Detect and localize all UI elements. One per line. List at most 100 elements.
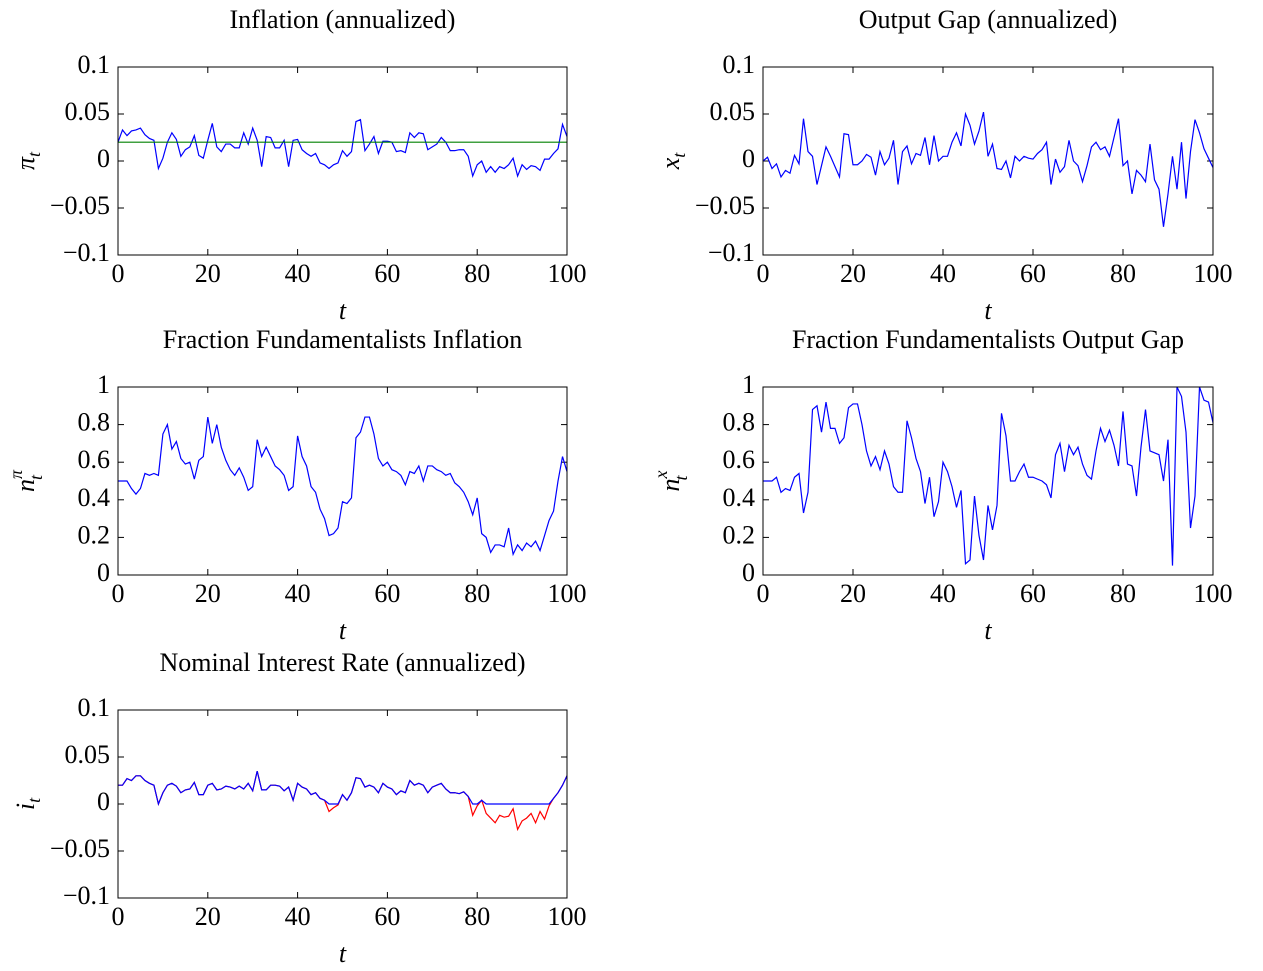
x-tick-label: 40 bbox=[930, 579, 956, 608]
y-tick-label: 0.6 bbox=[78, 445, 111, 474]
chart-title: Nominal Interest Rate (annualized) bbox=[159, 648, 525, 677]
y-label-subscript: t bbox=[24, 797, 44, 803]
x-tick-label: 100 bbox=[1194, 259, 1233, 288]
subplot: Output Gap (annualized) 0 20 40 60 80 100 −0.1 −… bbox=[656, 5, 1233, 325]
x-tick-label: 100 bbox=[1194, 579, 1233, 608]
x-tick-label: 100 bbox=[548, 259, 587, 288]
x-tick-label: 20 bbox=[195, 902, 221, 931]
y-label-subscript: t bbox=[24, 151, 44, 157]
subplot: Nominal Interest Rate (annualized) 0 20 40 6… bbox=[11, 648, 587, 968]
y-tick-label: −0.05 bbox=[695, 191, 755, 220]
y-axis-label: πt bbox=[11, 151, 44, 170]
data-line bbox=[118, 770, 568, 806]
y-tick-label: −0.1 bbox=[63, 238, 110, 267]
x-tick-label: 80 bbox=[464, 902, 490, 931]
y-label-superscript: π bbox=[6, 469, 26, 479]
y-tick-label: 1 bbox=[742, 370, 755, 399]
y-tick-label: 1 bbox=[97, 370, 110, 399]
y-axis-label: nπt bbox=[6, 469, 46, 492]
y-tick-label: 0.4 bbox=[723, 483, 756, 512]
y-tick-label: −0.1 bbox=[708, 238, 755, 267]
y-label-subscript: t bbox=[26, 474, 46, 480]
y-tick-label: 0.1 bbox=[78, 50, 111, 79]
chart-title: Output Gap (annualized) bbox=[859, 5, 1117, 34]
y-label-symbol: n bbox=[11, 479, 40, 492]
data-line bbox=[762, 111, 1214, 227]
y-tick-label: 0.05 bbox=[710, 97, 756, 126]
y-label-symbol: i bbox=[11, 803, 40, 810]
x-tick-label: 40 bbox=[285, 259, 311, 288]
x-tick-label: 0 bbox=[112, 579, 125, 608]
y-tick-label: 0.8 bbox=[78, 408, 111, 437]
x-tick-label: 80 bbox=[1110, 579, 1136, 608]
subplot: Fraction Fundamentalists Output Gap 0 20 40… bbox=[651, 325, 1232, 645]
y-label-subscript: t bbox=[671, 475, 691, 481]
x-tick-label: 0 bbox=[112, 902, 125, 931]
y-tick-label: 0.4 bbox=[78, 483, 111, 512]
y-tick-label: 0 bbox=[97, 787, 110, 816]
y-label-superscript: x bbox=[651, 471, 671, 480]
data-line bbox=[763, 386, 1214, 566]
x-tick-label: 80 bbox=[464, 259, 490, 288]
y-tick-label: 0.1 bbox=[723, 50, 756, 79]
y-tick-label: 0.05 bbox=[65, 740, 111, 769]
y-label-symbol: n bbox=[656, 479, 685, 492]
x-tick-label: 0 bbox=[757, 579, 770, 608]
axes-frame bbox=[117, 386, 568, 576]
axes-frame bbox=[117, 66, 568, 256]
x-tick-label: 20 bbox=[195, 579, 221, 608]
y-tick-label: 0.2 bbox=[78, 520, 111, 549]
chart-title: Fraction Fundamentalists Output Gap bbox=[792, 325, 1184, 354]
y-label-subscript: t bbox=[669, 152, 689, 158]
y-tick-label: 0 bbox=[97, 144, 110, 173]
chart-title: Inflation (annualized) bbox=[230, 5, 456, 34]
x-tick-label: 80 bbox=[1110, 259, 1136, 288]
y-tick-label: 0.05 bbox=[65, 97, 111, 126]
x-axis-label: t bbox=[339, 616, 347, 645]
x-tick-label: 20 bbox=[840, 259, 866, 288]
axes-frame bbox=[762, 66, 1214, 256]
axes-frame bbox=[117, 709, 568, 899]
y-tick-label: 0 bbox=[742, 558, 755, 587]
x-tick-label: 60 bbox=[1020, 579, 1046, 608]
y-axis-label: nxt bbox=[651, 471, 691, 492]
y-tick-label: −0.05 bbox=[50, 834, 110, 863]
subplot: Fraction Fundamentalists Inflation 0 20 40 6… bbox=[6, 325, 586, 645]
x-tick-label: 0 bbox=[757, 259, 770, 288]
x-tick-label: 60 bbox=[374, 579, 400, 608]
x-axis-label: t bbox=[984, 616, 992, 645]
y-axis-label: it bbox=[11, 797, 44, 810]
x-tick-label: 40 bbox=[930, 259, 956, 288]
chart-title: Fraction Fundamentalists Inflation bbox=[163, 325, 523, 354]
x-tick-label: 100 bbox=[548, 579, 587, 608]
y-tick-label: 0.8 bbox=[723, 408, 756, 437]
y-label-symbol: π bbox=[11, 156, 40, 170]
y-tick-label: 0 bbox=[97, 558, 110, 587]
y-tick-label: 0.2 bbox=[723, 520, 756, 549]
data-line bbox=[117, 118, 568, 179]
y-tick-label: 0.1 bbox=[78, 693, 111, 722]
x-tick-label: 20 bbox=[195, 259, 221, 288]
x-tick-label: 60 bbox=[374, 259, 400, 288]
x-axis-label: t bbox=[984, 296, 992, 325]
x-tick-label: 80 bbox=[464, 579, 490, 608]
x-tick-label: 100 bbox=[548, 902, 587, 931]
x-tick-label: 20 bbox=[840, 579, 866, 608]
x-tick-label: 40 bbox=[285, 902, 311, 931]
y-label-symbol: x bbox=[656, 157, 685, 170]
y-tick-label: 0.6 bbox=[723, 445, 756, 474]
x-tick-label: 60 bbox=[1020, 259, 1046, 288]
y-tick-label: 0 bbox=[742, 144, 755, 173]
subplot: Inflation (annualized) 0 20 40 60 80 100 −0.1 −0… bbox=[11, 5, 587, 325]
x-tick-label: 40 bbox=[285, 579, 311, 608]
x-axis-label: t bbox=[339, 939, 347, 968]
x-tick-label: 60 bbox=[374, 902, 400, 931]
x-axis-label: t bbox=[339, 296, 347, 325]
axes-frame bbox=[762, 386, 1214, 576]
y-axis-label: xt bbox=[656, 152, 689, 171]
y-tick-label: −0.1 bbox=[63, 881, 110, 910]
y-tick-label: −0.05 bbox=[50, 191, 110, 220]
data-line bbox=[118, 770, 568, 832]
data-line bbox=[118, 416, 568, 557]
